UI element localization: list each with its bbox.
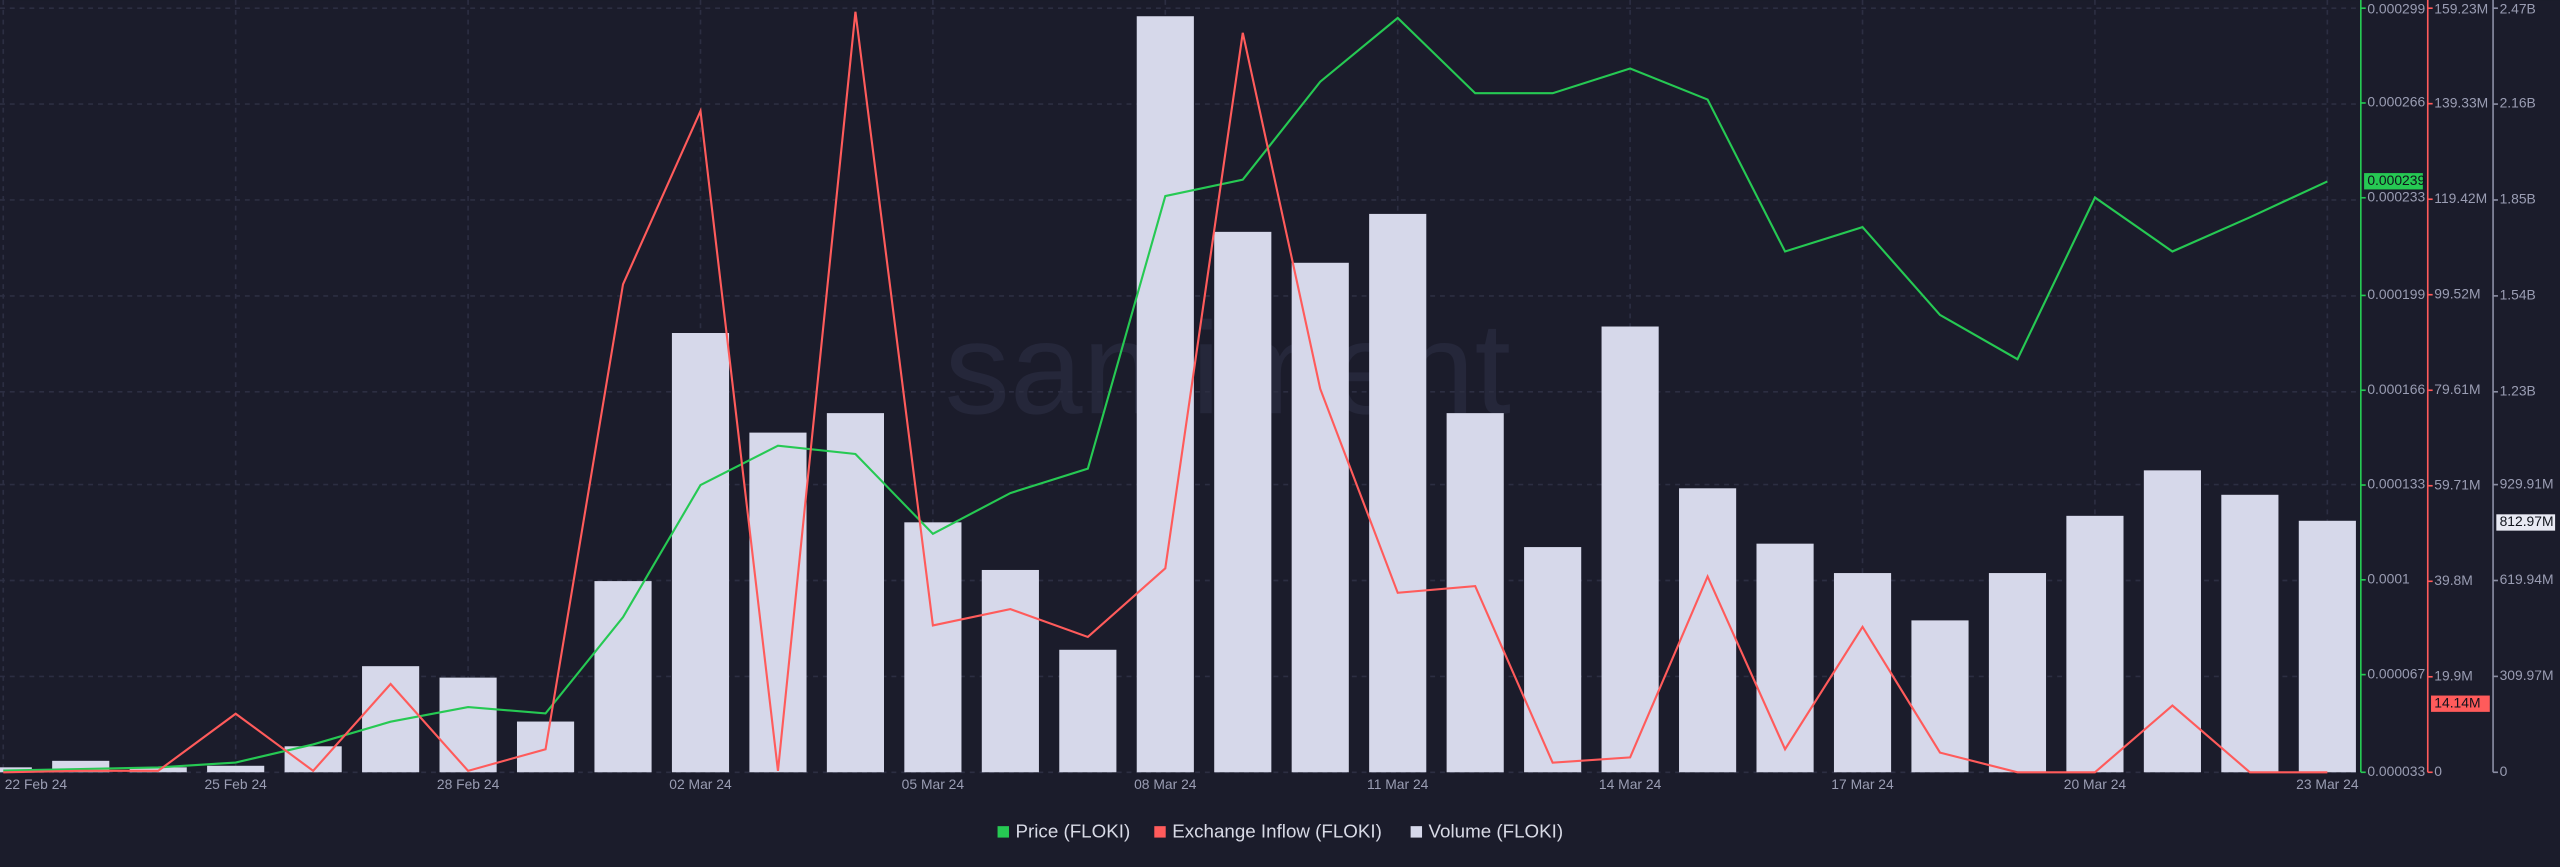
bar [904, 522, 962, 773]
tick-label: 19.9M [2434, 667, 2473, 683]
tick-label: 2.16B [2500, 95, 2536, 111]
x-tick-label: 20 Mar 24 [2064, 776, 2127, 792]
bar [1679, 488, 1737, 773]
bar [207, 765, 265, 773]
tick-label: 1.23B [2500, 382, 2536, 398]
tick-label: 309.97M [2500, 667, 2554, 683]
tick-label: 0.000233 [2367, 188, 2425, 204]
legend-label: Exchange Inflow (FLOKI) [1172, 821, 1382, 842]
value-badge [2364, 173, 2423, 190]
legend-swatch [997, 826, 1009, 838]
axes: 0 309.97M 619.94M 929.91M 1.23B 1.54B 1.85B 2.1… [5, 0, 2556, 842]
bar [2221, 494, 2279, 773]
tick-label: 0.000133 [2367, 476, 2425, 492]
tick-label: 159.23M [2434, 0, 2488, 16]
plot-area [0, 11, 2356, 774]
legend-label: Volume (FLOKI) [1429, 821, 1564, 842]
tick-label: 0.000033 [2367, 763, 2425, 779]
x-tick-label: 23 Mar 24 [2296, 776, 2359, 792]
tick-label: 0 [2500, 763, 2508, 779]
bar [1988, 573, 2047, 773]
bar [1059, 649, 1117, 773]
bar [1214, 231, 1272, 773]
line [3, 11, 2328, 774]
bar [1833, 573, 1892, 773]
bar [2143, 470, 2201, 773]
tick-label: 929.91M [2500, 475, 2554, 491]
tick-label: 0.000299 [2367, 0, 2425, 16]
bar [1446, 413, 1504, 773]
x-tick-label: 17 Mar 24 [1831, 776, 1894, 792]
bar [1911, 620, 1969, 773]
bar [1756, 543, 1814, 773]
legend-label: Price (FLOKI) [1016, 821, 1131, 842]
tick-label: 99.52M [2434, 285, 2480, 301]
bar [1601, 326, 1659, 773]
tick-label: 0.000067 [2367, 665, 2425, 681]
x-tick-label: 25 Feb 24 [204, 776, 267, 792]
x-tick-label: 28 Feb 24 [437, 776, 500, 792]
bar [1136, 16, 1194, 773]
line [3, 16, 2328, 772]
tick-label: 39.8M [2434, 572, 2473, 588]
legend-swatch [1154, 826, 1166, 838]
bar [2066, 515, 2124, 773]
tick-label: 0.0001 [2367, 570, 2410, 586]
bar [2298, 520, 2356, 773]
tick-label: 79.61M [2434, 381, 2480, 397]
tick-label: 619.94M [2500, 571, 2554, 587]
tick-label: 139.33M [2434, 94, 2488, 110]
bar [362, 666, 420, 773]
value-badge-label: 14.14M [2434, 694, 2480, 710]
tick-label: 0.000266 [2367, 94, 2425, 110]
bar [594, 581, 652, 773]
tick-label: 59.71M [2434, 476, 2480, 492]
bar [439, 677, 497, 773]
x-tick-label: 11 Mar 24 [1367, 776, 1429, 792]
tick-label: 0.000199 [2367, 286, 2425, 302]
bar [1291, 262, 1349, 773]
tick-label: 0 [2434, 763, 2442, 779]
bar [1524, 547, 1582, 773]
value-badge [2431, 695, 2490, 712]
x-tick-label: 02 Mar 24 [669, 776, 732, 792]
bar [52, 760, 110, 773]
bar [1369, 213, 1427, 773]
bar [826, 413, 884, 773]
x-tick-label: 14 Mar 24 [1599, 776, 1662, 792]
tick-label: 0.000166 [2367, 381, 2425, 397]
bar [284, 746, 342, 773]
tick-label: 1.54B [2500, 287, 2536, 303]
value-badge [2496, 514, 2556, 531]
tick-label: 119.42M [2434, 190, 2487, 206]
value-badge-label: 812.97M [2500, 513, 2554, 529]
tick-label: 2.47B [2500, 0, 2536, 16]
legend-swatch [1410, 826, 1423, 838]
value-badge-label: 0.000239 [2367, 172, 2425, 188]
bar [981, 569, 1039, 773]
x-tick-label: 05 Mar 24 [902, 776, 965, 792]
x-tick-label: 08 Mar 24 [1134, 776, 1197, 792]
x-tick-label: 22 Feb 24 [5, 776, 68, 792]
tick-label: 1.85B [2500, 191, 2536, 207]
bar [671, 333, 730, 773]
